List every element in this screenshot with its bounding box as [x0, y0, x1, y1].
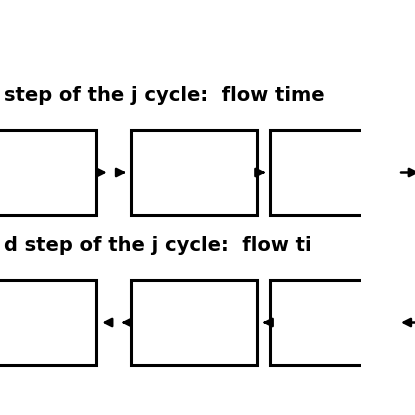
Text: step of the j cycle:  flow time: step of the j cycle: flow time [4, 86, 325, 105]
Bar [131, 280, 257, 365]
Bar [0, 280, 96, 365]
Bar [270, 280, 396, 365]
Bar [0, 130, 96, 215]
Bar [270, 130, 396, 215]
Text: d step of the j cycle:  flow ti: d step of the j cycle: flow ti [4, 236, 312, 255]
Bar [131, 130, 257, 215]
